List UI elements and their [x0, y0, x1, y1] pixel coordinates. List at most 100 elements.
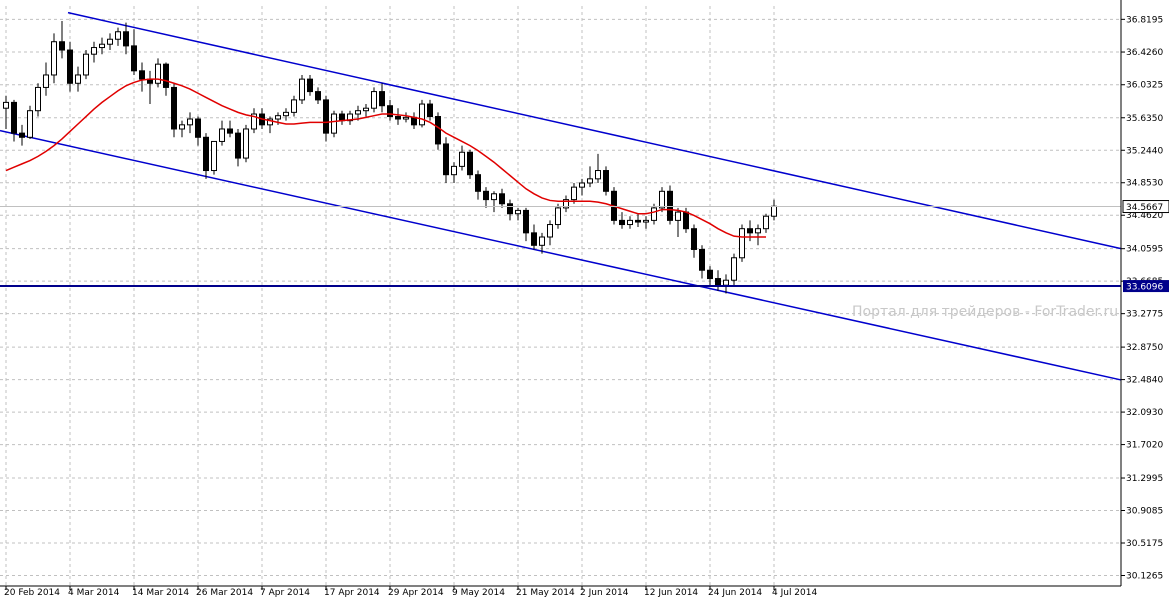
price-levels: [0, 206, 1121, 288]
candle-body-0: [3, 101, 9, 109]
candle-body-10: [83, 53, 89, 76]
candle-body-54: [435, 116, 441, 145]
candle-body-23: [187, 118, 193, 126]
candle-body-49: [395, 116, 401, 120]
candle-body-1: [11, 101, 17, 134]
candle-body-22: [179, 124, 185, 130]
candle-body-29: [235, 132, 241, 159]
candle-body-16: [131, 45, 137, 72]
candle-body-3: [27, 110, 33, 138]
candle-body-68: [547, 224, 553, 238]
candle-body-48: [387, 105, 393, 118]
candle-body-56: [451, 165, 457, 176]
y-tick-label-17: 30.1265: [1126, 571, 1163, 581]
candle-body-89: [715, 278, 721, 286]
moving-average-line: [5, 78, 766, 238]
candle-body-20: [163, 63, 169, 88]
candle-body-88: [707, 269, 713, 280]
y-tick-label-10: 32.8750: [1126, 343, 1163, 353]
x-tick-label-6: 29 Apr 2014: [388, 588, 444, 598]
candle-body-42: [339, 113, 345, 122]
candle-body-34: [275, 115, 281, 120]
support-level-tag-label: 33.6096: [1126, 283, 1163, 293]
channel-line-0: [67, 11, 1122, 250]
y-tick-label-9: 33.2775: [1126, 310, 1163, 320]
x-tick-label-7: 9 May 2014: [452, 588, 505, 598]
candle-body-47: [379, 91, 385, 107]
candle-body-90: [723, 279, 729, 286]
candle-body-82: [659, 190, 665, 209]
x-tick-label-2: 14 Mar 2014: [132, 588, 189, 598]
candle-body-2: [19, 132, 25, 138]
candle-body-14: [115, 31, 121, 40]
candle-body-63: [507, 203, 513, 215]
y-tick-label-4: 35.2440: [1126, 146, 1163, 156]
moving-average-series: [5, 78, 766, 238]
candle-body-62: [499, 193, 505, 205]
x-tick-label-12: 4 Jul 2014: [772, 588, 817, 598]
candle-body-70: [563, 199, 569, 209]
y-tick-label-6: 34.4620: [1126, 211, 1163, 221]
candle-body-50: [403, 116, 409, 120]
candle-body-15: [123, 31, 129, 47]
candle-body-12: [99, 43, 105, 49]
candlestick-series: [3, 20, 777, 294]
candle-body-71: [571, 186, 577, 201]
candle-body-45: [363, 107, 369, 112]
x-tick-label-10: 12 Jun 2014: [644, 588, 698, 598]
axes: [0, 0, 1122, 587]
candle-body-31: [251, 113, 257, 130]
x-tick-label-9: 2 Jun 2014: [580, 588, 629, 598]
candle-body-75: [603, 170, 609, 192]
candle-body-9: [75, 74, 81, 84]
y-tick-label-15: 30.9085: [1126, 507, 1163, 517]
candle-body-61: [491, 193, 497, 201]
x-axis-tick-labels: 20 Feb 2014 4 Mar 2014 14 Mar 2014 26 Mar 2…: [4, 586, 817, 598]
candle-body-38: [307, 78, 313, 93]
candle-body-46: [371, 91, 377, 109]
x-tick-label-5: 17 Apr 2014: [324, 588, 380, 598]
candle-body-93: [747, 228, 753, 234]
x-tick-label-4: 7 Apr 2014: [260, 588, 310, 598]
candle-body-79: [635, 219, 641, 223]
x-tick-label-11: 24 Jun 2014: [708, 588, 762, 598]
x-tick-label-1: 4 Mar 2014: [68, 588, 120, 598]
candle-body-28: [227, 128, 233, 134]
candle-body-27: [219, 128, 225, 142]
y-tick-label-3: 35.6350: [1126, 114, 1163, 124]
y-tick-label-7: 34.0595: [1126, 245, 1163, 255]
support-level-tag: [1123, 280, 1169, 293]
candle-body-25: [203, 136, 209, 172]
candle-body-73: [587, 178, 593, 184]
candle-body-65: [523, 209, 529, 234]
candle-body-78: [627, 219, 633, 226]
candle-body-52: [419, 103, 425, 126]
candle-body-91: [731, 257, 737, 281]
candle-body-35: [283, 111, 289, 117]
candle-body-11: [91, 47, 97, 55]
candle-body-86: [691, 228, 697, 250]
x-tick-label-3: 26 Mar 2014: [196, 588, 253, 598]
candle-body-24: [195, 118, 201, 138]
candle-body-4: [35, 86, 41, 112]
y-tick-label-12: 32.0930: [1126, 408, 1163, 418]
candle-body-95: [763, 215, 769, 230]
grid-lines: [0, 6, 1121, 586]
candle-body-94: [755, 228, 761, 234]
candle-body-17: [139, 70, 145, 80]
candle-body-84: [675, 211, 681, 221]
y-tick-label-14: 31.2995: [1126, 474, 1163, 484]
candle-body-36: [291, 99, 297, 113]
candle-body-81: [651, 207, 657, 221]
current-price-tag-label: 34.5667: [1126, 203, 1163, 213]
candle-body-83: [667, 190, 673, 221]
y-tick-label-2: 36.0325: [1126, 81, 1163, 91]
channel-line-1: [0, 129, 1122, 381]
candle-body-85: [683, 211, 689, 230]
y-tick-label-5: 34.8530: [1126, 179, 1163, 189]
candle-body-59: [475, 174, 481, 192]
candle-body-44: [355, 110, 361, 115]
candle-body-64: [515, 209, 521, 215]
